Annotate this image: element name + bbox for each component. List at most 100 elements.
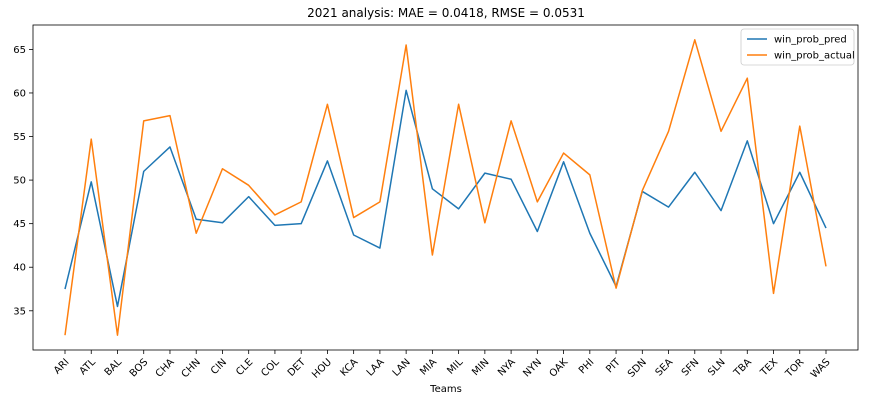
x-tick-label: CHA	[154, 357, 177, 380]
x-tick-label: LAN	[391, 357, 413, 379]
data-point-win_prob_pred	[195, 218, 197, 220]
legend: win_prob_pred win_prob_actual	[740, 28, 855, 66]
data-point-win_prob_actual	[667, 130, 669, 132]
data-point-win_prob_actual	[169, 114, 171, 116]
x-tick-label: OAK	[548, 357, 571, 380]
x-tick-label: ARI	[52, 357, 72, 377]
data-point-win_prob_pred	[457, 208, 459, 210]
y-tick-label: 60	[13, 88, 26, 99]
data-point-win_prob_pred	[405, 89, 407, 91]
x-tick-label: ATL	[78, 357, 99, 378]
data-point-win_prob_pred	[484, 172, 486, 174]
x-tick-label: COL	[259, 357, 282, 380]
data-point-win_prob_pred	[221, 222, 223, 224]
series-line-win_prob_actual	[64, 39, 827, 336]
x-tick-label: KCA	[338, 357, 360, 379]
data-point-win_prob_actual	[536, 201, 538, 203]
x-tick-label: SLN	[706, 357, 728, 379]
data-point-win_prob_pred	[274, 224, 276, 226]
data-point-win_prob_pred	[64, 288, 66, 290]
data-point-win_prob_actual	[746, 77, 748, 79]
legend-box	[740, 28, 855, 66]
x-tick-label: MIN	[470, 357, 491, 378]
x-tick-label: CLE	[234, 357, 255, 378]
x-tick-label: PHI	[577, 357, 596, 376]
data-point-win_prob_actual	[825, 265, 827, 267]
data-point-win_prob_actual	[457, 103, 459, 105]
data-point-win_prob_actual	[720, 130, 722, 132]
data-point-win_prob_actual	[589, 174, 591, 176]
x-tick-label: SFN	[680, 357, 702, 379]
data-point-win_prob_pred	[352, 234, 354, 236]
x-tick-label: WAS	[809, 357, 833, 381]
data-point-win_prob_pred	[326, 160, 328, 162]
data-point-win_prob_pred	[562, 161, 564, 163]
data-point-win_prob_actual	[799, 125, 801, 127]
data-point-win_prob_actual	[90, 138, 92, 140]
data-point-win_prob_actual	[221, 168, 223, 170]
data-point-win_prob_pred	[379, 247, 381, 249]
y-tick-label: 35	[13, 306, 26, 317]
data-point-win_prob_pred	[300, 222, 302, 224]
y-tick-label: 40	[13, 263, 26, 274]
data-point-win_prob_pred	[143, 170, 145, 172]
x-tick-label: CHN	[180, 357, 203, 380]
data-point-win_prob_actual	[247, 184, 249, 186]
x-tick-label: MIL	[445, 357, 465, 377]
legend-label: win_prob_actual	[774, 51, 855, 62]
x-tick-label: DET	[286, 356, 309, 379]
data-point-win_prob_pred	[799, 171, 801, 173]
x-tick-label: LAA	[365, 357, 387, 379]
data-point-win_prob_actual	[352, 216, 354, 218]
plot-area	[32, 24, 859, 351]
x-axis-label: Teams	[429, 384, 462, 395]
data-point-win_prob_pred	[589, 232, 591, 234]
series-line-win_prob_pred	[64, 89, 827, 308]
data-point-win_prob_actual	[615, 287, 617, 289]
x-tick-label: MIA	[418, 357, 439, 378]
data-point-win_prob_actual	[116, 334, 118, 336]
legend-label: win_prob_pred	[774, 35, 847, 46]
data-point-win_prob_pred	[510, 178, 512, 180]
y-tick-label: 65	[13, 45, 26, 56]
data-point-win_prob_actual	[195, 232, 197, 234]
y-tick-label: 50	[13, 176, 26, 187]
data-point-win_prob_actual	[431, 254, 433, 256]
data-point-win_prob_actual	[484, 222, 486, 224]
chart-title: 2021 analysis: MAE = 0.0418, RMSE = 0.05…	[307, 6, 585, 20]
data-point-win_prob_pred	[746, 140, 748, 142]
data-point-win_prob_actual	[405, 44, 407, 46]
x-tick-label: BOS	[128, 357, 151, 380]
data-point-win_prob_actual	[694, 39, 696, 41]
y-tick-label: 55	[13, 132, 26, 143]
data-point-win_prob_pred	[90, 181, 92, 183]
x-tick-label: NYA	[496, 357, 518, 379]
x-tick-label: CIN	[209, 357, 229, 377]
data-point-win_prob_actual	[379, 201, 381, 203]
data-point-win_prob_pred	[116, 305, 118, 307]
data-point-win_prob_pred	[772, 222, 774, 224]
y-axis: 35 40 45 50 55 60 65	[13, 45, 33, 317]
x-tick-label: TEX	[758, 357, 780, 379]
data-point-win_prob_pred	[694, 171, 696, 173]
data-point-win_prob_pred	[720, 209, 722, 211]
x-tick-label: TOR	[783, 357, 806, 380]
data-point-win_prob_actual	[326, 103, 328, 105]
data-point-win_prob_actual	[772, 292, 774, 294]
x-tick-label: NYN	[521, 357, 544, 380]
data-point-win_prob_actual	[274, 214, 276, 216]
data-point-win_prob_actual	[64, 334, 66, 336]
series-layer	[64, 39, 827, 336]
data-point-win_prob_actual	[641, 189, 643, 191]
data-point-win_prob_actual	[300, 201, 302, 203]
x-tick-label: HOU	[310, 357, 334, 381]
data-point-win_prob_pred	[667, 206, 669, 208]
data-point-win_prob_pred	[169, 146, 171, 148]
x-axis: ARI ATL BAL BOS CHA CHN CIN CLE COL DET HOU KCA LAA L…	[52, 350, 833, 381]
x-tick-label: SEA	[654, 357, 676, 379]
data-point-win_prob_actual	[510, 120, 512, 122]
x-tick-label: SDN	[626, 357, 649, 380]
x-tick-label: PIT	[604, 356, 623, 375]
x-tick-label: TBA	[731, 357, 754, 380]
